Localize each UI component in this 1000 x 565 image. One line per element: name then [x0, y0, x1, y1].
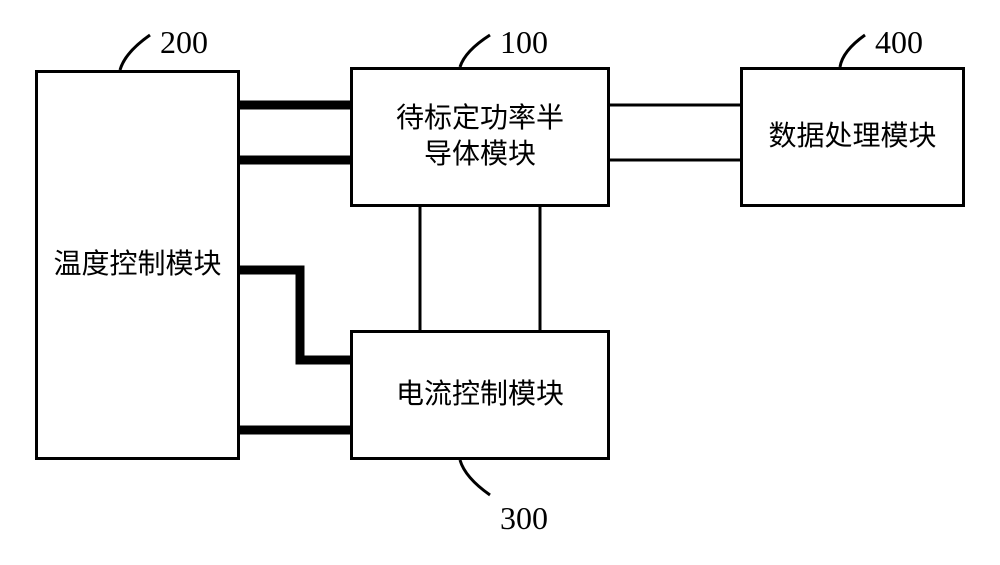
block-power-semiconductor: 待标定功率半导体模块 [350, 67, 610, 207]
callout-label-power-semiconductor: 100 [500, 24, 548, 61]
block-temperature-control: 温度控制模块 [35, 70, 240, 460]
block-temperature-control-label: 温度控制模块 [53, 247, 221, 283]
callout-label-current-control: 300 [500, 500, 548, 537]
block-data-processing-label: 数据处理模块 [768, 119, 936, 155]
diagram-canvas: 温度控制模块 待标定功率半导体模块 电流控制模块 数据处理模块 200 100 … [0, 0, 1000, 565]
block-power-semiconductor-label: 待标定功率半导体模块 [396, 101, 564, 174]
callout-label-data-processing: 400 [875, 24, 923, 61]
block-data-processing: 数据处理模块 [740, 67, 965, 207]
block-current-control-label: 电流控制模块 [396, 377, 564, 413]
callout-label-temperature-control: 200 [160, 24, 208, 61]
block-current-control: 电流控制模块 [350, 330, 610, 460]
